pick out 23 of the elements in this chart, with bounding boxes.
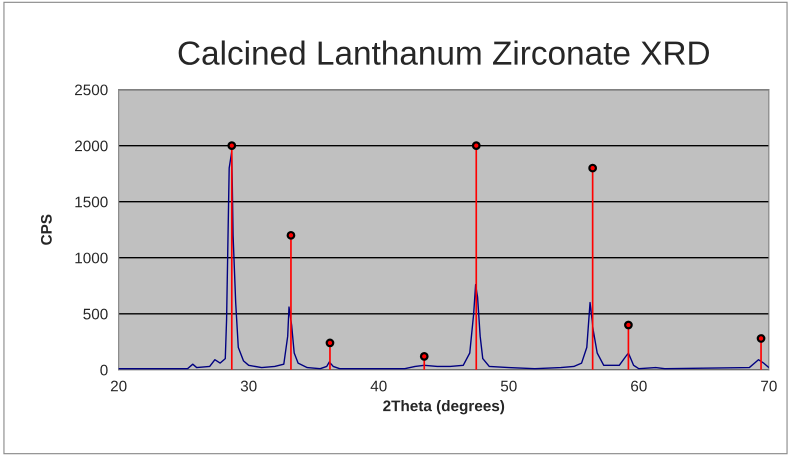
point [326,338,334,348]
point [420,352,429,361]
x-tick-label: 20 [110,380,127,392]
y-tick-label: 0 [100,364,108,376]
point [286,230,296,240]
y-tick-label: 1000 [75,252,108,264]
x-tick-label: 70 [761,380,777,392]
x-tick-label: 30 [240,380,257,392]
point [472,141,481,150]
x-tick-label: 50 [500,380,517,392]
point [588,164,598,172]
x-tick-label: 60 [631,380,647,392]
x-tick-label: 40 [370,380,387,392]
y-tick-label: 2000 [75,140,108,152]
chart-title: Calcined Lanthanum Zirconate XRD [178,40,709,65]
y-tick-label: 500 [83,308,108,320]
point [227,141,236,150]
y-axis-title: CPS [40,214,52,245]
y-tick-label: 2500 [75,84,108,96]
point [624,320,633,330]
x-axis-title: 2Theta (degrees) [383,400,504,414]
point [756,334,766,343]
y-tick-label: 1500 [75,196,108,208]
